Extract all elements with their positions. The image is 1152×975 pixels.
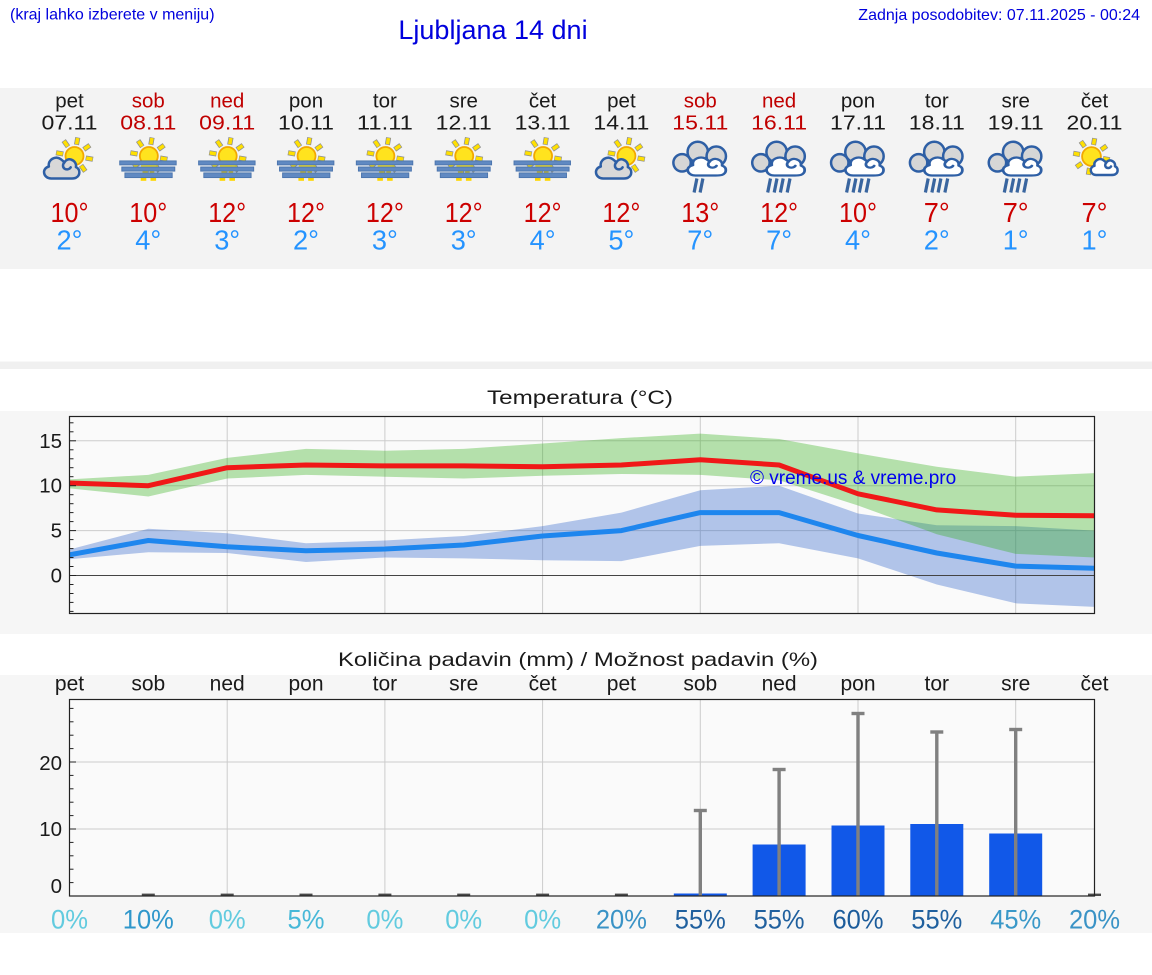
svg-text:Količina padavin (mm) / Možnos: Količina padavin (mm) / Možnost padavin … [338, 649, 818, 671]
svg-text:14.11: 14.11 [593, 112, 649, 135]
svg-text:20.11: 20.11 [1067, 112, 1123, 135]
svg-text:13°: 13° [681, 197, 719, 228]
svg-text:tor: tor [925, 673, 950, 696]
svg-text:10: 10 [39, 818, 62, 841]
svg-text:0%: 0% [51, 905, 88, 935]
svg-text:5°: 5° [608, 225, 634, 256]
svg-text:0%: 0% [366, 905, 403, 935]
svg-text:10°: 10° [839, 197, 877, 228]
svg-text:sre: sre [449, 90, 477, 113]
svg-text:7°: 7° [687, 225, 713, 256]
svg-text:sre: sre [1001, 673, 1030, 696]
svg-text:60%: 60% [833, 905, 884, 935]
svg-text:pon: pon [289, 90, 323, 113]
svg-text:12°: 12° [760, 197, 798, 228]
svg-text:5: 5 [51, 520, 62, 543]
svg-text:20: 20 [39, 752, 62, 775]
svg-text:© vreme.us & vreme.pro: © vreme.us & vreme.pro [750, 468, 956, 489]
svg-text:0: 0 [51, 875, 62, 898]
svg-text:0%: 0% [524, 905, 561, 935]
svg-text:0%: 0% [209, 905, 246, 935]
svg-text:19.11: 19.11 [988, 112, 1044, 135]
svg-text:45%: 45% [990, 905, 1041, 935]
svg-text:2°: 2° [293, 225, 319, 256]
svg-text:7°: 7° [924, 197, 950, 228]
svg-text:12.11: 12.11 [436, 112, 492, 135]
svg-text:08.11: 08.11 [120, 112, 176, 135]
svg-text:0%: 0% [445, 905, 482, 935]
svg-text:12°: 12° [366, 197, 404, 228]
svg-text:4°: 4° [530, 225, 556, 256]
svg-text:(kraj lahko izberete v meniju): (kraj lahko izberete v meniju) [10, 7, 215, 24]
svg-text:3°: 3° [451, 225, 477, 256]
svg-text:13.11: 13.11 [515, 112, 571, 135]
svg-text:Ljubljana 14 dni: Ljubljana 14 dni [398, 15, 587, 45]
svg-text:pon: pon [841, 90, 875, 113]
svg-text:55%: 55% [911, 905, 962, 935]
svg-text:18.11: 18.11 [909, 112, 965, 135]
svg-text:20%: 20% [1069, 905, 1120, 935]
svg-text:7°: 7° [1082, 197, 1108, 228]
svg-text:ned: ned [210, 90, 244, 113]
svg-text:12°: 12° [445, 197, 483, 228]
svg-text:7°: 7° [1003, 197, 1029, 228]
svg-text:tor: tor [925, 90, 949, 113]
svg-text:pet: pet [607, 90, 636, 113]
svg-text:ned: ned [762, 673, 797, 696]
svg-text:2°: 2° [57, 225, 83, 256]
svg-text:4°: 4° [845, 225, 871, 256]
svg-text:1°: 1° [1003, 225, 1029, 256]
svg-text:12°: 12° [287, 197, 325, 228]
svg-text:sob: sob [684, 90, 717, 113]
svg-text:Temperatura (°C): Temperatura (°C) [487, 387, 673, 409]
svg-text:09.11: 09.11 [199, 112, 255, 135]
svg-text:čet: čet [529, 90, 557, 113]
svg-text:7°: 7° [766, 225, 792, 256]
svg-text:pon: pon [288, 673, 323, 696]
svg-text:2°: 2° [924, 225, 950, 256]
svg-text:3°: 3° [372, 225, 398, 256]
svg-text:tor: tor [373, 673, 398, 696]
svg-text:0: 0 [51, 565, 62, 588]
svg-text:sre: sre [1001, 90, 1029, 113]
svg-text:1°: 1° [1082, 225, 1108, 256]
svg-text:pet: pet [607, 673, 636, 696]
svg-text:07.11: 07.11 [42, 112, 98, 135]
svg-text:tor: tor [373, 90, 397, 113]
svg-text:čet: čet [1081, 90, 1109, 113]
svg-text:10°: 10° [51, 197, 89, 228]
svg-text:15.11: 15.11 [672, 112, 728, 135]
svg-text:10°: 10° [129, 197, 167, 228]
svg-text:čet: čet [1080, 673, 1108, 696]
svg-text:čet: čet [529, 673, 557, 696]
svg-text:12°: 12° [602, 197, 640, 228]
svg-text:12°: 12° [524, 197, 562, 228]
svg-text:10: 10 [39, 475, 62, 498]
svg-text:sob: sob [683, 673, 717, 696]
svg-text:sre: sre [449, 673, 478, 696]
svg-text:15: 15 [39, 430, 62, 453]
svg-text:sob: sob [132, 90, 165, 113]
svg-text:10%: 10% [123, 905, 174, 935]
svg-text:20%: 20% [596, 905, 647, 935]
svg-text:ned: ned [762, 90, 796, 113]
svg-text:16.11: 16.11 [751, 112, 807, 135]
svg-text:3°: 3° [214, 225, 240, 256]
svg-text:11.11: 11.11 [357, 112, 413, 135]
svg-text:5%: 5% [288, 905, 325, 935]
svg-text:10.11: 10.11 [278, 112, 334, 135]
svg-text:17.11: 17.11 [830, 112, 886, 135]
svg-text:pet: pet [55, 90, 84, 113]
svg-text:sob: sob [131, 673, 165, 696]
svg-text:Zadnja posodobitev: 07.11.2025: Zadnja posodobitev: 07.11.2025 - 00:24 [858, 7, 1140, 24]
svg-text:12°: 12° [208, 197, 246, 228]
svg-text:pet: pet [55, 673, 84, 696]
svg-text:55%: 55% [675, 905, 726, 935]
svg-text:55%: 55% [754, 905, 805, 935]
svg-text:pon: pon [840, 673, 875, 696]
svg-text:4°: 4° [135, 225, 161, 256]
svg-text:ned: ned [210, 673, 245, 696]
